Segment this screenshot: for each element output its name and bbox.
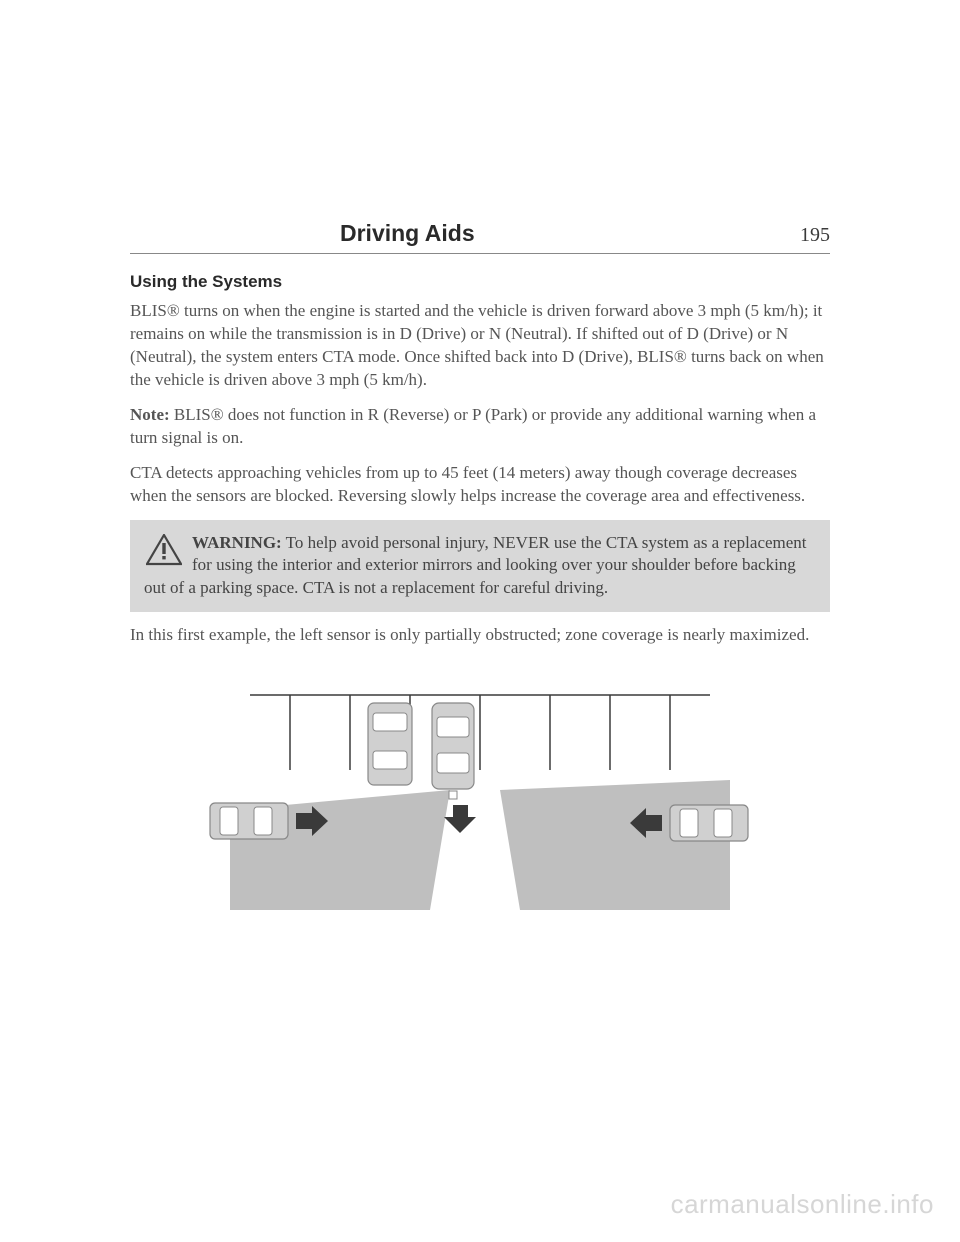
section-title: Using the Systems: [130, 272, 830, 292]
parked-vehicle-icon: [368, 703, 412, 785]
cta-coverage-diagram: [200, 675, 760, 935]
paragraph-4: In this first example, the left sensor i…: [130, 624, 830, 647]
note-text: BLIS® does not function in R (Reverse) o…: [130, 405, 816, 447]
warning-box: WARNING: To help avoid personal injury, …: [130, 520, 830, 613]
warning-triangle-icon: [146, 534, 182, 573]
header-title: Driving Aids: [340, 220, 475, 247]
approaching-vehicle-right-icon: [670, 805, 748, 841]
approaching-vehicle-left-icon: [210, 803, 288, 839]
subject-vehicle-icon: [432, 703, 474, 799]
arrow-down-icon: [444, 805, 476, 833]
paragraph-note: Note: BLIS® does not function in R (Reve…: [130, 404, 830, 450]
paragraph-1: BLIS® turns on when the engine is starte…: [130, 300, 830, 392]
paragraph-3: CTA detects approaching vehicles from up…: [130, 462, 830, 508]
watermark-text: carmanualsonline.info: [671, 1189, 934, 1220]
page-number: 195: [800, 224, 830, 247]
page-content: Driving Aids 195 Using the Systems BLIS®…: [0, 0, 960, 935]
warning-label: WARNING:: [192, 533, 282, 552]
page-header: Driving Aids 195: [130, 220, 830, 254]
note-label: Note:: [130, 405, 170, 424]
